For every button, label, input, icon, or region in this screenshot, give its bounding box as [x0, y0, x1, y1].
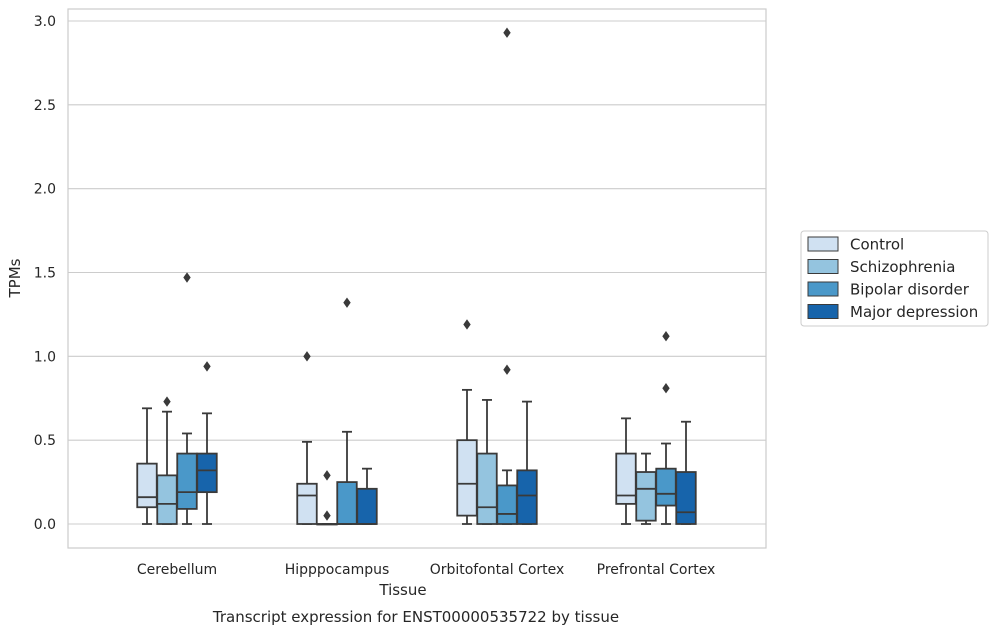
- box-control: [296, 351, 318, 525]
- y-tick-labels: 0.0 0.5 1.0 1.5 2.0 2.5 3.0: [34, 14, 56, 533]
- plot-frame: [67, 8, 767, 549]
- box-control: [136, 407, 158, 525]
- x-axis-title: Tissue: [378, 581, 426, 599]
- box-control: [456, 319, 478, 525]
- iqr-box: [176, 452, 198, 510]
- x-tick-label: Hipppocampus: [285, 562, 390, 578]
- outlier-point: [163, 396, 171, 407]
- y-tick-label: 1.0: [34, 349, 56, 365]
- x-tick-label: Orbitofontal Cortex: [430, 562, 565, 578]
- x-tick-label: Prefrontal Cortex: [597, 562, 716, 578]
- box-major-depression: [675, 420, 697, 525]
- legend-frame: [800, 230, 989, 327]
- outlier-point: [503, 364, 511, 375]
- box-major-depression: [196, 361, 218, 525]
- legend-label: Bipolar disorder: [850, 281, 970, 299]
- box-major-depression: [516, 400, 538, 525]
- box-bipolar-disorder: [336, 297, 358, 525]
- legend-swatch: [807, 236, 839, 252]
- box-schizophrenia: [156, 396, 178, 525]
- chart-title: Transcript expression for ENST0000053572…: [212, 608, 619, 626]
- iqr-box: [675, 471, 697, 525]
- outlier-point: [662, 382, 670, 394]
- box-control: [615, 417, 637, 525]
- iqr-box: [136, 462, 158, 509]
- outlier-point: [503, 27, 511, 38]
- box-bipolar-disorder: [176, 272, 198, 525]
- iqr-box: [516, 469, 538, 525]
- iqr-box: [196, 452, 218, 494]
- y-tick-label: 0.5: [34, 433, 56, 449]
- box-major-depression: [356, 467, 378, 525]
- legend: Control Schizophrenia Bipolar disorder Majo…: [800, 230, 989, 327]
- y-tick-label: 0.0: [34, 517, 56, 533]
- iqr-box: [476, 452, 498, 525]
- iqr-box: [356, 487, 378, 525]
- legend-label: Major depression: [850, 303, 978, 321]
- outlier-point: [463, 319, 471, 330]
- iqr-box: [156, 474, 178, 525]
- y-tick-label: 2.5: [34, 98, 56, 114]
- iqr-box: [296, 482, 318, 525]
- x-tick-labels: Cerebellum Hipppocampus Orbitofontal Corte…: [137, 562, 715, 578]
- boxes: [136, 27, 697, 526]
- outlier-point: [183, 272, 191, 283]
- iqr-box: [635, 471, 657, 522]
- outlier-point: [323, 470, 331, 481]
- iqr-box: [456, 439, 478, 517]
- legend-swatch: [807, 304, 839, 319]
- outlier-point: [343, 297, 351, 308]
- box-schizophrenia: [635, 452, 657, 525]
- grid-lines: [68, 20, 766, 525]
- legend-label: Schizophrenia: [850, 258, 955, 276]
- y-tick-label: 1.5: [34, 266, 56, 282]
- iqr-box: [336, 481, 358, 525]
- y-tick-label: 2.0: [34, 182, 56, 198]
- outlier-point: [303, 351, 311, 362]
- outlier-point: [662, 331, 670, 342]
- box-bipolar-disorder: [655, 331, 677, 525]
- y-tick-label: 3.0: [34, 14, 56, 30]
- box-schizophrenia: [476, 399, 498, 525]
- outlier-point: [323, 510, 331, 521]
- legend-swatch: [807, 281, 839, 297]
- x-tick-label: Cerebellum: [137, 562, 217, 578]
- box-bipolar-disorder: [496, 27, 518, 525]
- iqr-box: [655, 467, 677, 507]
- iqr-box: [496, 484, 518, 525]
- legend-label: Control: [850, 236, 904, 254]
- legend-swatch: [807, 259, 839, 274]
- box-schizophrenia: [316, 470, 338, 526]
- outlier-point: [203, 361, 211, 372]
- y-axis-title: TPMs: [6, 258, 24, 298]
